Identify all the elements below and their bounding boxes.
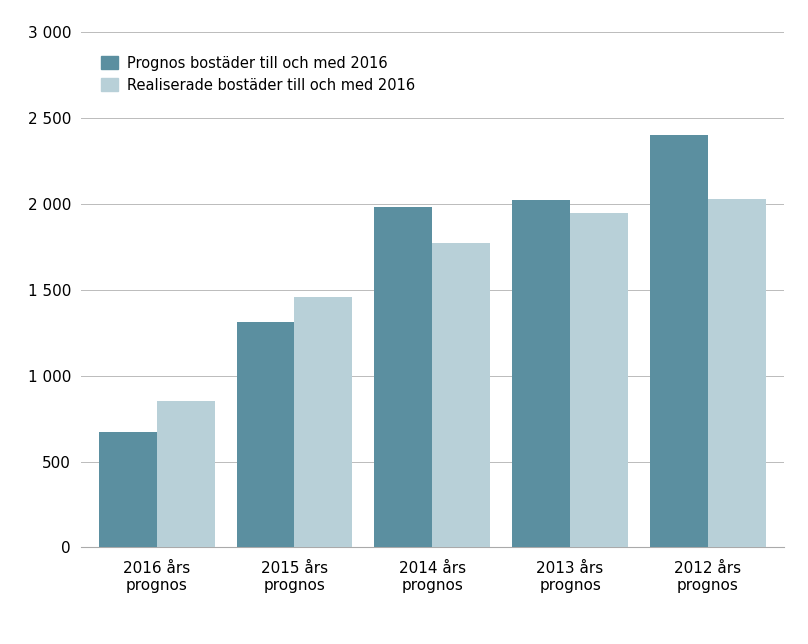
Bar <box>708 199 766 547</box>
Bar <box>432 243 490 547</box>
Bar <box>237 323 294 547</box>
Bar <box>294 297 352 547</box>
Bar <box>650 135 708 547</box>
Bar <box>512 200 570 547</box>
Bar <box>157 401 214 547</box>
Bar <box>570 213 628 547</box>
Bar <box>374 207 432 547</box>
Legend: Prognos bostäder till och med 2016, Realiserade bostäder till och med 2016: Prognos bostäder till och med 2016, Real… <box>95 50 421 99</box>
Bar <box>99 432 157 547</box>
